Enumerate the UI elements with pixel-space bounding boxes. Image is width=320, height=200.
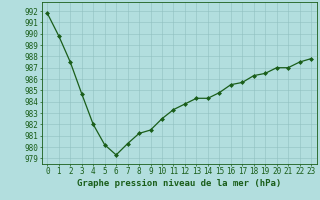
X-axis label: Graphe pression niveau de la mer (hPa): Graphe pression niveau de la mer (hPa) xyxy=(77,179,281,188)
